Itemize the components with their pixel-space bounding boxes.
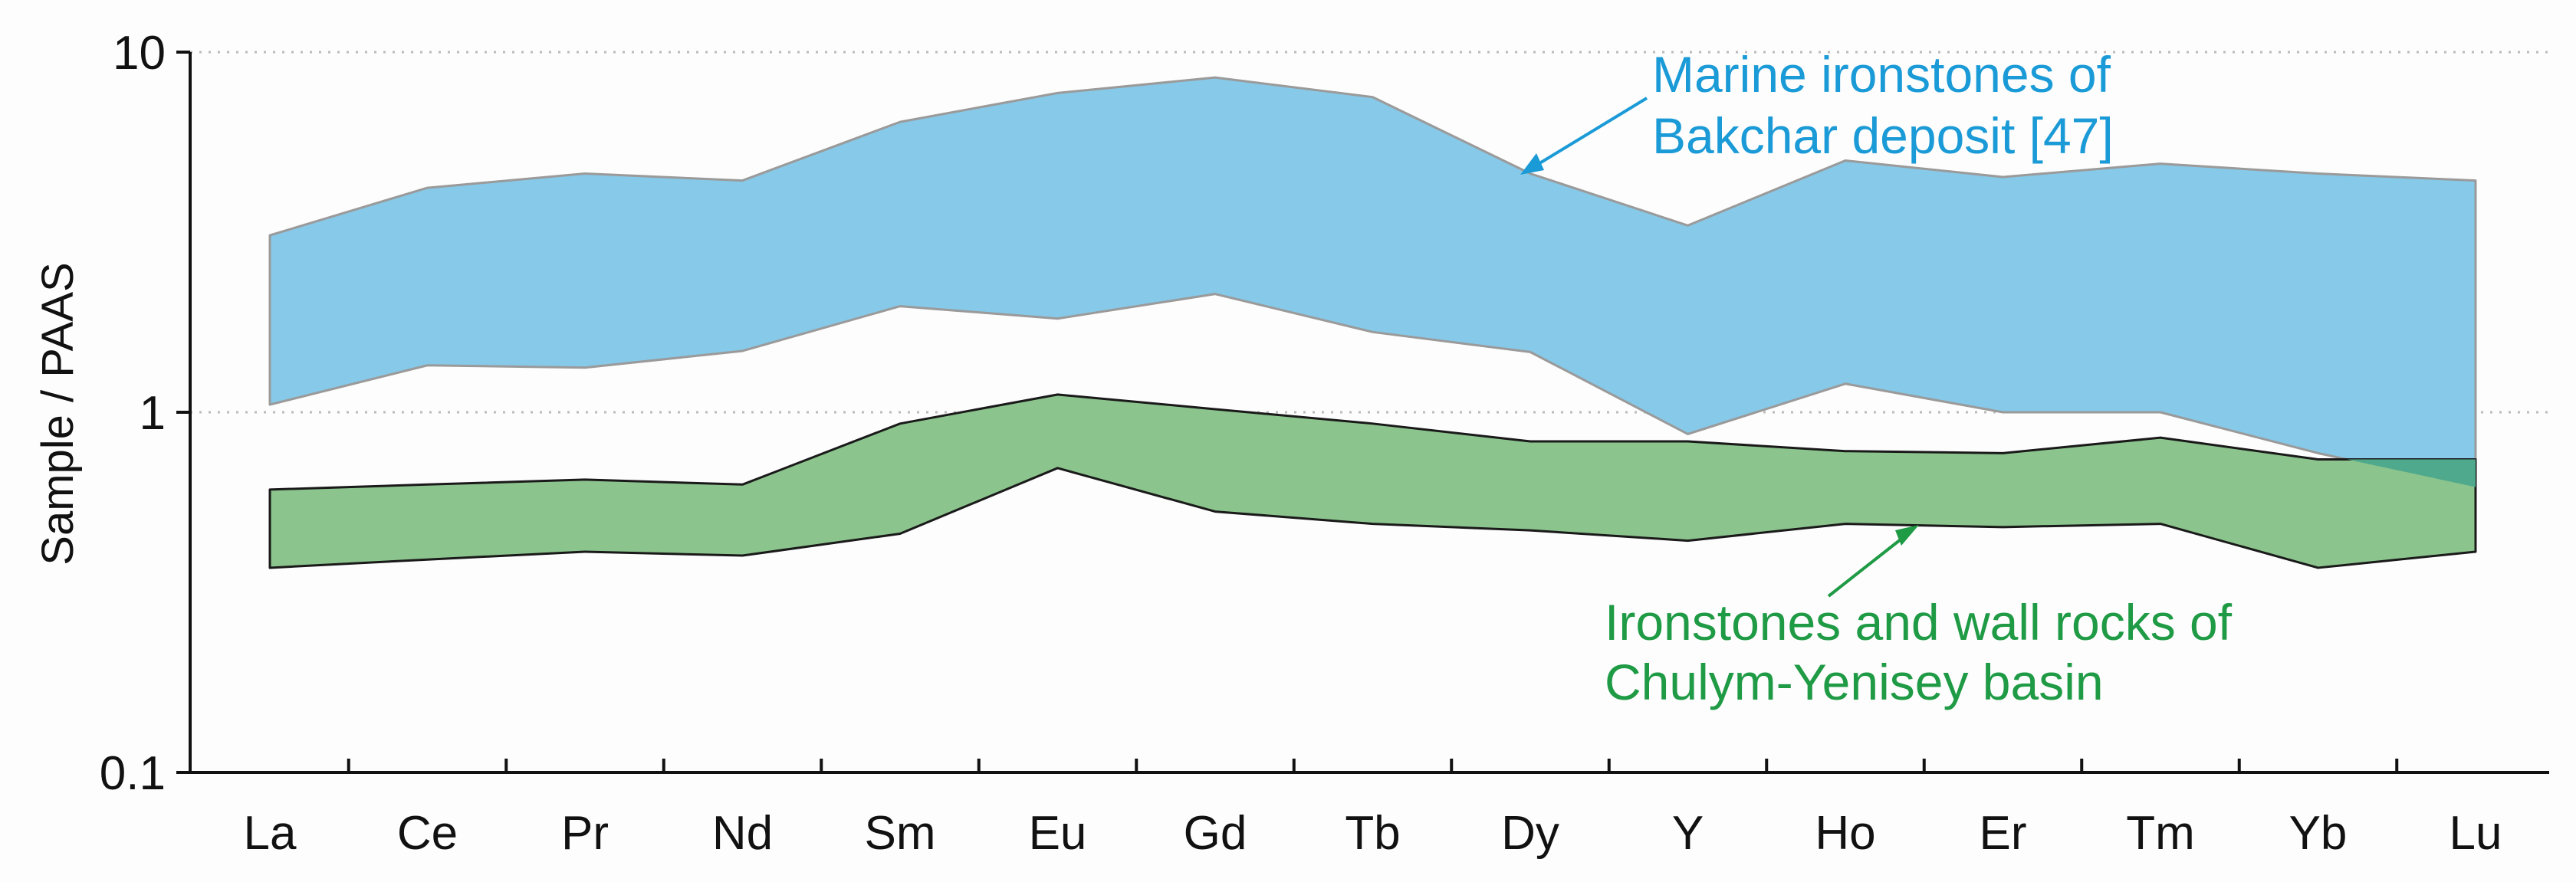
x-tick-label-er: Er: [1980, 807, 2027, 860]
y-tick-label-1: 1: [140, 387, 166, 440]
label-marine-line-2: Bakchar deposit [47]: [1652, 107, 2114, 164]
x-tick-label-sm: Sm: [865, 807, 936, 860]
label-basin-line-1: Ironstones and wall rocks of: [1605, 594, 2233, 651]
x-tick-label-nd: Nd: [712, 807, 773, 860]
annotation-marine-ironstones: Marine ironstones of Bakchar deposit [47…: [1520, 46, 2124, 175]
label-marine-line-1: Marine ironstones of: [1652, 46, 2111, 103]
band-chulym-yenisey-ironstones: [268, 393, 2477, 569]
label-basin-ironstones: Ironstones and wall rocks of Chulym-Yeni…: [1605, 594, 2246, 710]
x-tick-label-gd: Gd: [1184, 807, 1247, 860]
annotation-basin-ironstones: Ironstones and wall rocks of Chulym-Yeni…: [1605, 525, 2246, 710]
arrow-marine-head: [1520, 153, 1544, 175]
x-tick-label-yb: Yb: [2289, 807, 2348, 860]
x-tick-label-tm: Tm: [2126, 807, 2195, 860]
x-tick-label-ho: Ho: [1815, 807, 1875, 860]
label-marine-ironstones: Marine ironstones of Bakchar deposit [47…: [1652, 46, 2124, 164]
x-tick-label-tb: Tb: [1345, 807, 1400, 860]
y-ticks: 0.1 1 10: [100, 27, 190, 800]
arrow-basin-head: [1895, 525, 1919, 546]
x-tick-label-ce: Ce: [397, 807, 458, 860]
x-tick-label-lu: Lu: [2450, 807, 2502, 860]
label-basin-line-2: Chulym-Yenisey basin: [1605, 654, 2104, 710]
x-ticks: La Ce Pr Nd Sm Eu Gd Tb Dy Y Ho Er Tm Yb Lu: [244, 759, 2502, 860]
x-tick-label-eu: Eu: [1029, 807, 1087, 860]
arrow-basin-line: [1827, 533, 1909, 598]
y-axis-title: Sample / PAAS: [33, 262, 83, 565]
band-overlap: [2347, 459, 2476, 487]
x-tick-label-dy: Dy: [1501, 807, 1559, 860]
arrow-marine-line: [1532, 97, 1648, 169]
bands: [268, 76, 2477, 569]
y-tick-label-0: 0.1: [100, 747, 166, 800]
gridlines: [190, 51, 2549, 414]
x-tick-label-y: Y: [1672, 807, 1704, 860]
x-tick-label-pr: Pr: [561, 807, 609, 860]
y-tick-label-2: 10: [113, 27, 166, 80]
x-tick-label-la: La: [244, 807, 297, 860]
